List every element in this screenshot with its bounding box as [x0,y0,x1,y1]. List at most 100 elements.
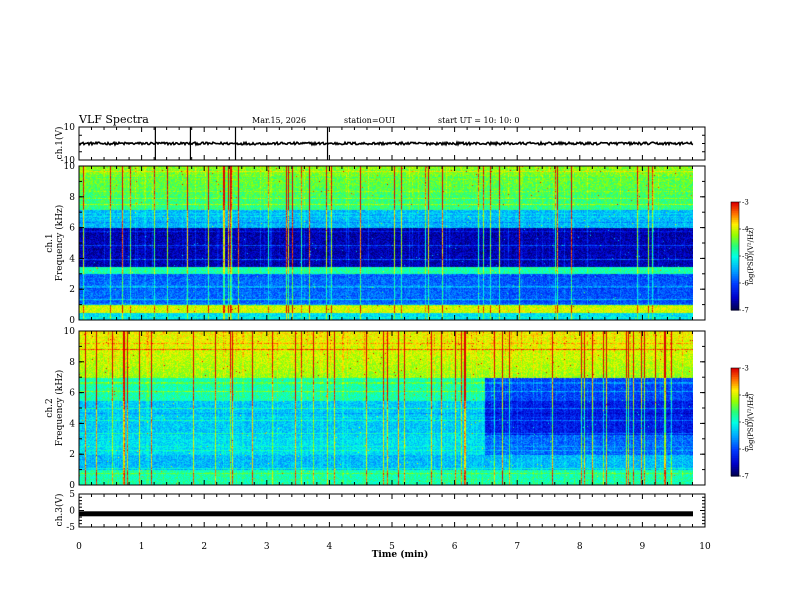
ch2-colorbar-swatch [731,422,739,425]
ch2-colorbar-swatch [731,459,739,463]
ch1-colorbar-swatch [731,265,739,268]
ch2-colorbar-tick-label: -4 [742,392,749,400]
time-axis: 0 1 2 3 4 5 6 7 8 9 10 [76,542,711,552]
ch1-colorbar-swatch [731,203,739,207]
ch2-spectrogram-ytick-label: 8 [69,358,75,368]
ch1-spectrogram-panel: 0 2 4 6 8 10 [64,162,706,326]
ch2-colorbar-swatch [731,369,739,373]
ch2-colorbar-swatch [731,440,739,443]
time-axis-tick-label: 0 [76,542,82,552]
ch2-colorbar-swatch [731,423,739,427]
ch2-colorbar-swatch [731,418,739,421]
ch1-colorbar-swatch [731,299,739,302]
ch1-colorbar-swatch [731,209,739,212]
ch2-colorbar-swatch [731,391,739,394]
ch1-spectrogram-image [79,166,693,320]
ch1-colorbar-swatch [731,230,739,234]
ch2-colorbar-swatch [731,398,739,401]
ch2-colorbar-swatch [731,429,739,432]
ch2-colorbar-swatch [731,438,739,441]
ch2-colorbar-tick-label: -7 [742,473,749,481]
ch2-colorbar-swatch [731,470,739,473]
ch1-colorbar-swatch [731,283,739,286]
ch2-colorbar-swatch [731,474,739,477]
ch2-colorbar-swatch [731,447,739,450]
time-axis-tick-label: 6 [452,542,458,552]
ch1-colorbar-swatch [731,259,739,262]
ch2-colorbar-swatch [731,395,739,398]
ch2-colorbar-swatch [731,472,739,475]
ch1-spectrogram-ytick-label: 4 [69,254,75,264]
ch2-colorbar-swatch [731,450,739,454]
ch1-colorbar-swatch [731,234,739,237]
ch1-spectrogram-ytick-label: 2 [69,285,75,295]
ch2-colorbar-swatch [731,452,739,455]
ch2-colorbar-swatch [731,396,739,400]
time-axis-tick-label: 7 [514,542,520,552]
ch1-colorbar-swatch [731,227,739,230]
ch1-colorbar-tick-label: -7 [742,307,749,315]
ch2-colorbar-swatch [731,380,739,383]
ch1-colorbar-swatch [731,220,739,223]
ch1-colorbar-swatch [731,245,739,248]
time-axis-tick-label: 1 [139,542,145,552]
ch1-waveform-line [78,140,694,147]
time-axis-tick-label: 10 [699,542,711,552]
ch1-colorbar-swatch [731,252,739,255]
start-time-label: start UT = 10: 10: 0 [438,116,519,125]
ch2-colorbar-swatch [731,441,739,445]
ch2-colorbar-swatch [731,461,739,464]
ch1-spectrogram-ytick-label: 6 [69,224,75,234]
ch1-colorbar-swatch [731,293,739,297]
ch1-colorbar-swatch [731,205,739,208]
ch1-colorbar-swatch [731,239,739,243]
time-axis-tick-label: 8 [577,542,583,552]
ch1-colorbar-tick-label: -3 [742,199,749,207]
ch1-colorbar-swatch [731,274,739,277]
ch2-colorbar-swatch [731,416,739,419]
date-label: Mar.15, 2026 [252,116,306,125]
ch1-colorbar-swatch [731,281,739,284]
ch1-colorbar-swatch [731,232,739,235]
ch1-waveform-ytick-label: -10 [61,156,76,166]
ch2-colorbar-swatch [731,375,739,378]
ch1-colorbar-swatch [731,241,739,244]
time-axis-tick-label: 4 [327,542,333,552]
ch1-colorbar-swatch [731,263,739,266]
ch1-spectrogram-ylabel: ch.1Frequency (kHz) [45,205,65,282]
ch2-colorbar-swatch [731,409,739,412]
ch2-spectrogram-ytick-label: 2 [69,450,75,460]
ch1-colorbar-swatch [731,304,739,307]
ch1-colorbar-swatch [731,250,739,253]
ch2-colorbar-swatch [731,400,739,403]
ch2-spectrogram-image [79,331,693,485]
ch2-colorbar-swatch [731,371,739,374]
ch1-colorbar-swatch [731,302,739,306]
ch1-colorbar-swatch [731,272,739,275]
ch3-waveform-line [79,511,693,517]
ch1-colorbar-swatch [731,211,739,214]
ch1-colorbar-swatch [731,288,739,291]
ch1-colorbar-swatch [731,216,739,219]
ch1-colorbar-swatch [731,292,739,295]
ch1-colorbar-swatch [731,225,739,228]
ch2-colorbar-swatch [731,454,739,457]
ch3-waveform-ylabel: ch.3(V) [54,494,65,527]
station-label: station=OUI [344,116,395,125]
time-axis-tick-label: 9 [640,542,646,552]
ch1-colorbar-swatch [731,301,739,304]
ch2-colorbar-swatch [731,468,739,472]
ch1-colorbar-swatch [731,202,739,205]
ch3-waveform-ytick-label: 5 [69,490,75,500]
ch2-colorbar-swatch [731,407,739,410]
ch2-colorbar-swatch [731,402,739,405]
ch1-colorbar-swatch [731,290,739,293]
time-axis-tick-label: 2 [201,542,207,552]
ch1-colorbar-swatch [731,270,739,273]
ch2-colorbar: -3 -4 -5 -6 -7 log(PSD)(V²/Hz) [730,365,755,481]
ch2-colorbar-swatch [731,404,739,407]
ch2-colorbar-swatch [731,425,739,428]
ch2-colorbar-swatch [731,458,739,461]
ch1-colorbar-label: log(PSD)(V²/Hz) [747,227,755,284]
